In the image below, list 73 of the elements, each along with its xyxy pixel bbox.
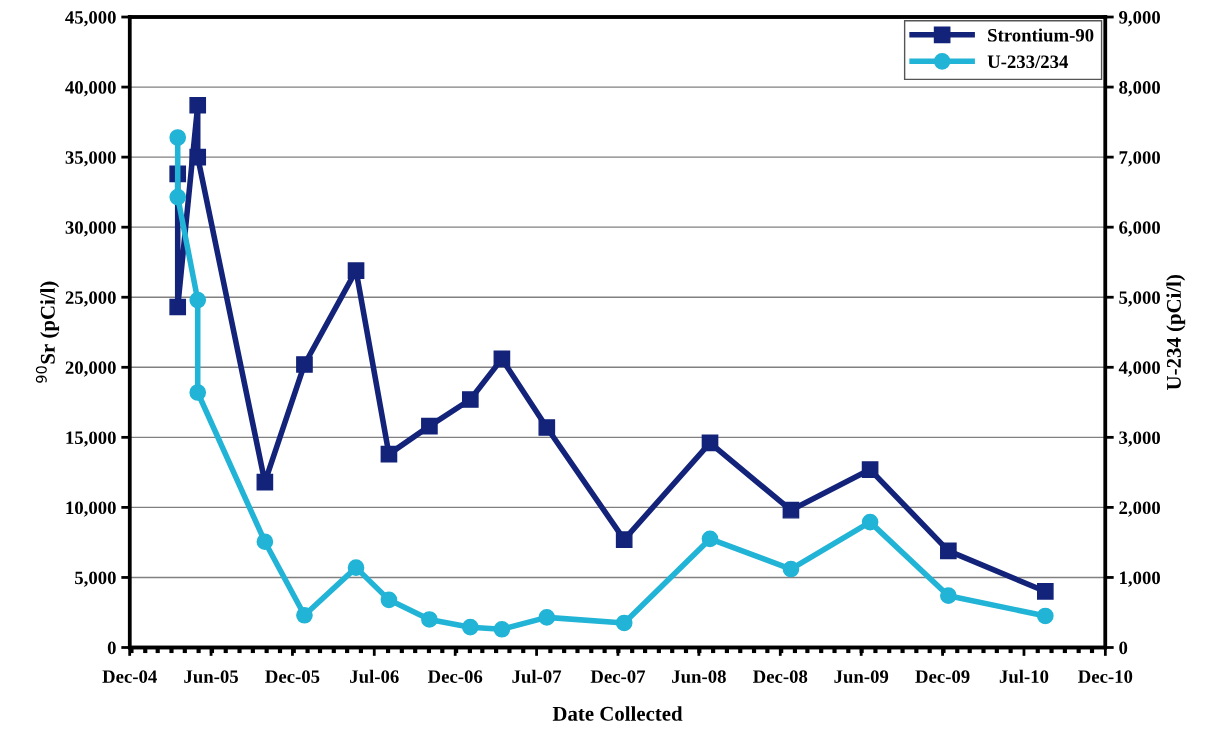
x-tick-label: Dec-09 [915,670,970,683]
y-tick-label: 10,000 [66,501,116,517]
point [461,391,479,408]
point [493,620,511,638]
point [461,618,479,636]
point [782,501,800,519]
point [347,262,365,279]
point [861,461,879,478]
point [701,434,719,452]
point [1036,583,1054,600]
x-tick-label: Jun-09 [834,670,889,683]
x-tick-label: Dec-08 [753,670,808,683]
point [189,148,207,166]
y-axis-title: $^{90}$Sr (pCi/l) [35,281,60,383]
point [782,560,800,578]
y2-tick-label: 9,000 [1119,11,1161,27]
y2-axis-title: U-234 (pCi/l) [1166,275,1186,390]
point [940,542,957,560]
legend-label: U-233/234 [987,55,1069,69]
point [256,533,274,551]
x-tick-label: Dec-06 [427,670,483,683]
y2-tick-label: 2,000 [1119,501,1161,517]
point [169,129,187,146]
y-tick-label: 30,000 [65,221,116,237]
y2-tick-label: 6,000 [1119,221,1161,237]
y2-tick-label: 1,000 [1120,571,1161,587]
x-tick-label: Dec-04 [102,670,157,683]
point [169,298,187,316]
legend-label: Strontium-90 [988,28,1094,42]
point [380,591,398,609]
y2-tick-label: 4,000 [1118,361,1161,377]
point [701,530,719,548]
point [296,606,313,624]
y2-tick-label: 5,000 [1119,291,1161,307]
y2-tick-label: 0 [1119,641,1128,655]
point [189,96,207,114]
y2-tick-label: 7,000 [1119,151,1161,167]
point [189,384,207,401]
y-tick-label: 45,000 [65,11,116,27]
point [256,473,274,491]
x-tick-label: Jun-05 [184,670,238,683]
y-tick-label: 15,000 [66,431,116,447]
y-tick-label: 0 [107,641,116,655]
y-tick-label: 20,000 [65,361,116,377]
x-tick-label: Dec-10 [1078,670,1133,683]
point [347,559,365,576]
point [538,609,556,626]
point [380,445,398,463]
x-tick-label: Jul-07 [512,669,562,683]
x-tick-label: Jul-06 [350,669,399,683]
point [421,417,438,435]
point [169,188,187,206]
point [296,356,313,373]
y-tick-label: 35,000 [65,151,116,167]
point [493,350,511,368]
point [538,419,556,436]
y-tick-label: 40,000 [65,81,116,97]
y-tick-label: 5,000 [75,571,116,587]
y2-tick-label: 3,000 [1119,431,1161,447]
x-axis-title: Date Collected [552,706,683,721]
x-tick-label: Jun-08 [672,670,726,683]
y-tick-label: 25,000 [65,291,116,307]
y2-tick-label: 8,000 [1119,81,1161,97]
point [189,291,207,309]
x-tick-label: Dec-05 [265,670,320,683]
point [940,587,957,604]
point [421,611,438,628]
point [615,531,633,548]
point [861,513,879,531]
x-tick-label: Dec-07 [590,670,646,683]
point [1036,607,1054,625]
x-tick-label: Jul-10 [999,669,1049,683]
point [615,614,633,632]
